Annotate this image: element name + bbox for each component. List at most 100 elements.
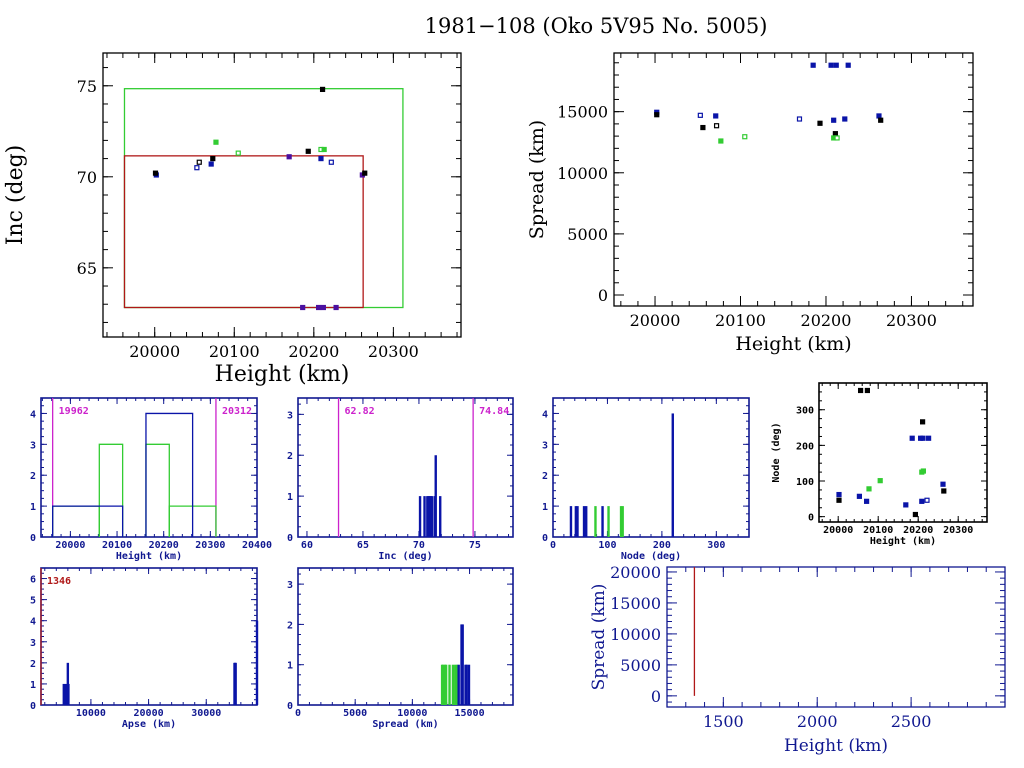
hist-bar [444, 664, 448, 705]
data-point [903, 502, 909, 508]
plot-frame [297, 567, 514, 706]
x-tick-label: 20100 [209, 342, 260, 361]
data-point [713, 123, 720, 129]
x-axis-label: Height (km) [215, 362, 350, 387]
x-tick-label: 20200 [903, 525, 933, 536]
x-tick-label: 60 [301, 540, 313, 551]
y-tick-label: 1 [542, 502, 548, 513]
y-tick-label: 15000 [557, 103, 608, 122]
x-axis-label: Height (km) [784, 736, 888, 756]
y-tick-label: 2 [287, 451, 293, 462]
hist-bar [434, 455, 437, 537]
hist-bar [255, 620, 259, 705]
y-tick-label: 3 [30, 638, 36, 649]
x-tick-label: 20000 [129, 342, 180, 361]
y-tick-label: 0 [651, 687, 661, 706]
data-point [866, 486, 872, 492]
x-tick-label: 75 [469, 540, 481, 551]
data-point [940, 481, 946, 487]
data-point [362, 170, 368, 176]
y-tick-label: 3 [287, 580, 293, 591]
x-axis-label: Height (km) [735, 333, 851, 355]
data-point [863, 498, 870, 504]
y-tick-label: 4 [542, 409, 548, 420]
y-axis-label: Spread (km) [526, 120, 548, 239]
data-point [919, 419, 926, 425]
data-point [925, 435, 932, 441]
marker-label: 74.84 [479, 406, 509, 417]
data-point [194, 165, 200, 171]
y-tick-label: 0 [598, 286, 608, 305]
y-tick-label: 6 [30, 575, 36, 586]
y-tick-label: 2 [30, 471, 36, 482]
data-point [845, 62, 851, 68]
hist-bar [64, 683, 68, 705]
y-tick-label: 3 [287, 410, 293, 421]
x-tick-label: 20100 [102, 540, 132, 551]
y-tick-label: 3 [542, 440, 548, 451]
hist-bar [448, 664, 451, 705]
y-tick-label: 1 [30, 680, 36, 691]
hist-bar [234, 662, 237, 705]
x-tick-label: 20200 [288, 342, 339, 361]
marker-label: 1346 [47, 576, 71, 587]
x-tick-label: 5000 [343, 708, 367, 719]
chart-apse-histogram: 10000 20000 30000 0 1 2 3 4 5 6 Apse (km) 1346 [30, 567, 259, 730]
y-tick-label: 0 [287, 533, 293, 544]
data-point [857, 387, 864, 394]
x-tick-label: 20300 [195, 540, 225, 551]
hist-bar [467, 664, 471, 705]
hist-bar [576, 506, 579, 537]
y-tick-label: 5000 [620, 656, 661, 675]
data-point [864, 387, 871, 394]
data-point [924, 497, 930, 503]
hist-bar [601, 506, 604, 537]
x-tick-label: 1500 [703, 712, 744, 731]
hist-bar [455, 664, 459, 705]
data-point [856, 493, 863, 499]
data-point [912, 511, 919, 518]
y-axis-label: Spread (km) [589, 584, 609, 691]
data-point [909, 435, 915, 441]
x-axis-label: Apse (km) [122, 719, 176, 730]
data-point [742, 134, 748, 140]
data-point [831, 117, 837, 123]
marker-label: 19962 [59, 406, 89, 417]
x-tick-label: 15000 [454, 708, 484, 719]
blue-steps-bin [145, 412, 194, 537]
y-tick-label: 200 [796, 441, 814, 452]
data-point [318, 155, 324, 162]
chart-inc-histogram: 60 65 70 75 0 1 2 3 Inc (deg) 62.82 74.84 [287, 397, 514, 562]
data-point [836, 497, 842, 503]
y-tick-label: 1 [287, 492, 293, 503]
chart-spread-vs-height-low: 1500 2000 2500 0 5000 10000 15000 20000 Height (… [589, 563, 1006, 756]
chart-spread-histogram: 0 5000 10000 15000 0 1 2 3 Spread (km) [287, 567, 514, 730]
x-tick-label: 10000 [397, 708, 427, 719]
data-point [697, 112, 703, 118]
y-tick-label: 15000 [610, 594, 661, 613]
data-point [920, 468, 927, 474]
data-point [333, 304, 339, 311]
data-point [700, 124, 706, 131]
x-tick-label: 20300 [943, 525, 973, 536]
data-point [718, 138, 724, 144]
chart-inc-vs-height: 20000 20100 20200 20300 65 70 75 Height (km) Inc… [3, 52, 462, 387]
x-tick-label: 20400 [242, 540, 272, 551]
y-tick-label: 75 [77, 77, 97, 96]
y-tick-label: 0 [542, 533, 548, 544]
plot-frame [297, 397, 514, 538]
plot-frame [666, 566, 1006, 708]
blue-steps-bin [52, 505, 124, 537]
hist-bar [582, 506, 586, 537]
x-tick-label: 20000 [55, 540, 85, 551]
data-point [832, 131, 838, 137]
data-point [152, 170, 159, 176]
y-tick-label: 4 [30, 617, 36, 628]
y-tick-label: 10000 [557, 164, 608, 183]
hist-bar [607, 506, 610, 537]
data-point [817, 120, 823, 126]
hist-bar [671, 413, 674, 537]
green-steps-bin [145, 443, 170, 537]
hist-bar [569, 506, 573, 537]
data-point [321, 146, 327, 153]
